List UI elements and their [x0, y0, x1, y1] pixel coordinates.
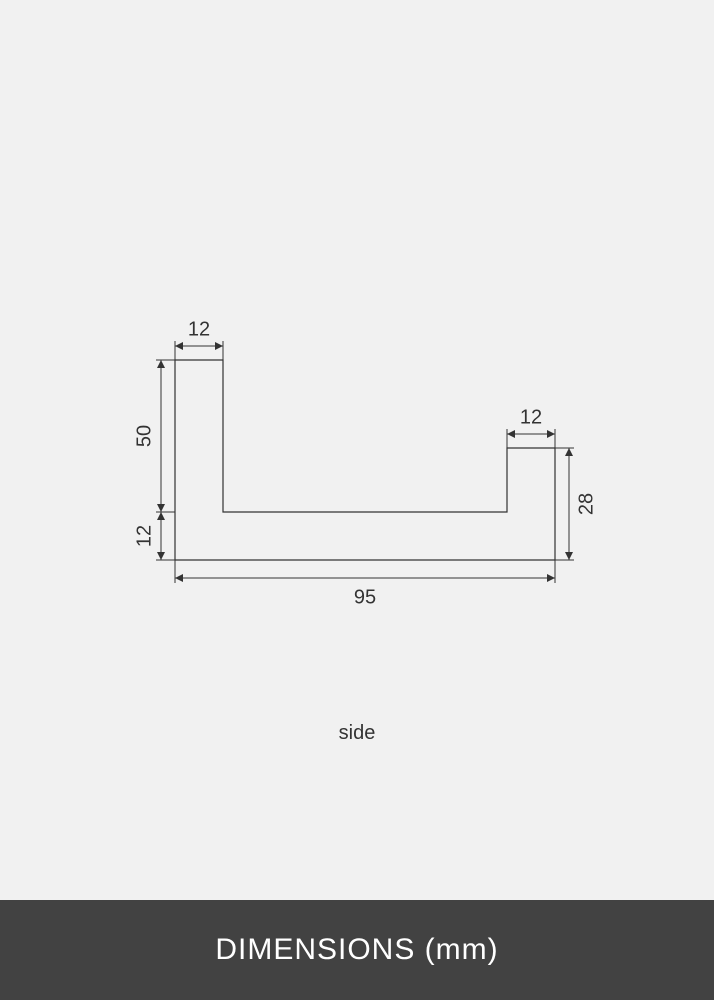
part-outline	[175, 360, 555, 560]
drawing-area: 12 12 50 12 28 95 side	[0, 0, 714, 900]
dim-overall-width: 95	[354, 586, 376, 608]
dim-right-height: 28	[575, 493, 597, 515]
dim-left-upper: 50	[133, 425, 155, 447]
dim-left-lower: 12	[133, 525, 155, 547]
page: 12 12 50 12 28 95 side DIMENSIONS (mm)	[0, 0, 714, 1000]
view-label: side	[0, 722, 714, 745]
technical-drawing-svg: 12 12 50 12 28 95	[0, 0, 714, 900]
footer-bar: DIMENSIONS (mm)	[0, 900, 714, 1000]
dim-right-upright-width: 12	[520, 406, 542, 428]
footer-title: DIMENSIONS (mm)	[215, 933, 498, 967]
dim-left-upright-width: 12	[188, 318, 210, 340]
